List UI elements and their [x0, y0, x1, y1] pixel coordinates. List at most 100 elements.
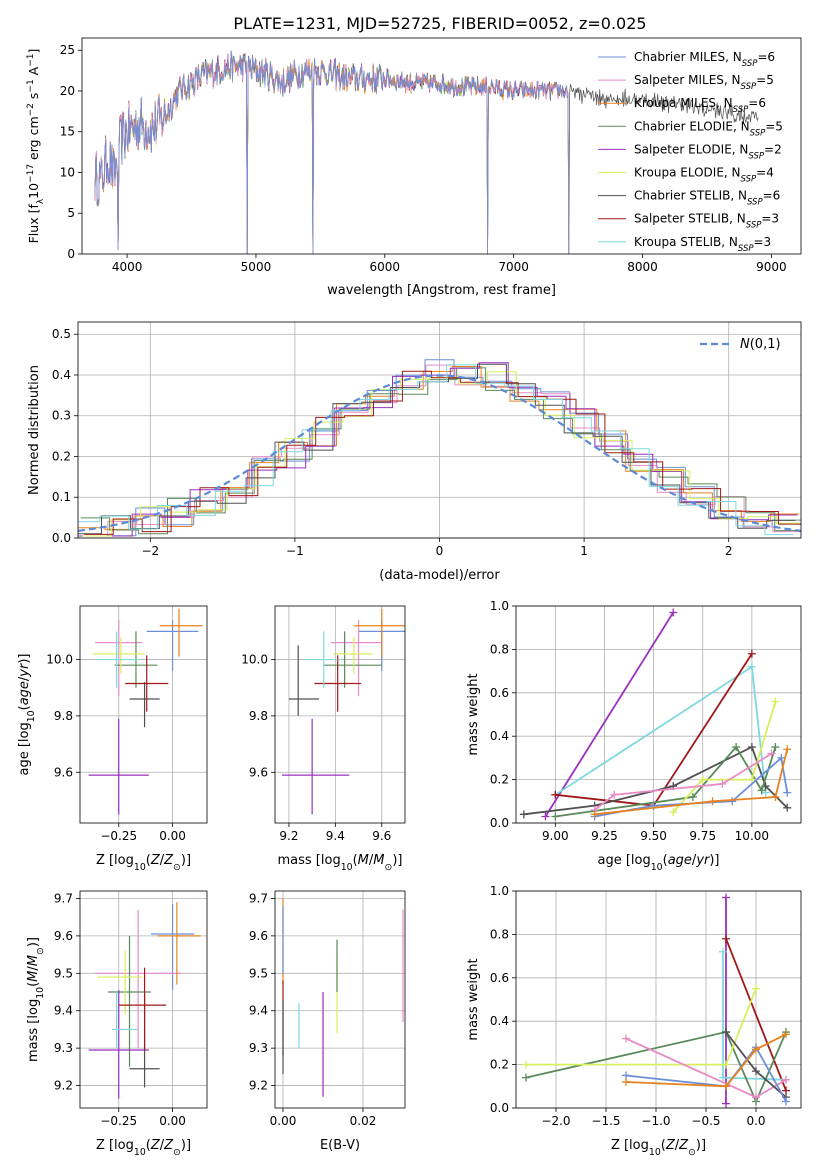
x-tick-label: 9.00 — [542, 829, 569, 843]
residuals-axes: −2 −1 0 1 2 0.0 0.1 0.2 0.3 0.4 0.5 (data-model)/er… — [27, 321, 802, 583]
y-tick-label: 9.6 — [54, 765, 73, 779]
series-marker-chabrier_elodie — [522, 1073, 530, 1082]
series-marker-chabrier_stelib — [747, 743, 756, 752]
age-vs-Z-xlabel: Z [log10(Z/Z⊙)] — [96, 853, 191, 873]
legend-label-main: Chabrier STELIB, N — [634, 189, 747, 203]
series-marker-kroupa_miles — [708, 797, 717, 806]
plot-area — [88, 902, 201, 1099]
mass-vs-Z-xlabel-part: Z — [163, 1138, 174, 1153]
legend-label-sub: SSP — [741, 82, 757, 92]
mass-weight-vs-Z-xlabel-part: ⊙ — [688, 1147, 696, 1158]
mass-weight-vs-Z-xlabel: Z [log10(Z/Z⊙)] — [611, 1138, 706, 1158]
residuals-xlabel: (data-model)/error — [379, 568, 500, 583]
series-marker-kroupa_stelib — [747, 662, 756, 671]
legend-label-sub: SSP — [750, 128, 766, 138]
legend-label-gaussian-n: N — [740, 337, 750, 352]
series-line-kroupa_stelib — [554, 665, 767, 796]
age-vs-mass-axes: 9.2 9.4 9.69.69.810.0 mass [log10(M/M⊙)] — [241, 605, 406, 873]
axes-frame — [274, 605, 406, 824]
x-tick-label: 0.00 — [159, 1114, 186, 1128]
y-tick-label: 0.6 — [490, 686, 509, 700]
age-vs-Z-ylabel-part: yr — [17, 662, 32, 678]
y-tick-label: 0.0 — [490, 1101, 509, 1115]
spectrum-ylabel-part: −1 — [26, 54, 36, 67]
legend-label: Chabrier ELODIE, NSSP=5 — [634, 119, 783, 138]
series-marker-salpeter_miles — [622, 1034, 630, 1043]
y-tick-label: 0.2 — [490, 773, 509, 787]
mass-vs-Z-ylabel-part: M — [26, 955, 41, 966]
age-vs-mass-xlabel: mass [log10(M/M⊙)] — [278, 853, 403, 873]
mass-weight-vs-Z-xlabel-part: Z — [678, 1138, 689, 1153]
legend-label: Kroupa MILES, NSSP=6 — [634, 96, 766, 115]
series-marker-salpeter_miles — [767, 749, 776, 758]
legend-label-tail: =5 — [756, 73, 774, 87]
series-marker-kroupa_miles — [783, 745, 792, 754]
histogram-kroupa_stelib — [78, 364, 794, 536]
x-tick-label: −0.25 — [100, 1114, 137, 1128]
x-tick-label: 0.00 — [270, 1114, 297, 1128]
legend-label-tail: =3 — [761, 212, 779, 226]
age-vs-Z-xlabel-part: Z [log — [96, 853, 134, 868]
x-tick-label: −2 — [141, 544, 159, 558]
x-tick-label: 0.00 — [159, 829, 186, 843]
series-marker-kroupa_miles — [590, 810, 599, 819]
plot-area — [78, 359, 801, 537]
ticks: 9.2 9.4 9.6 9.6 9.8 10.0 — [241, 653, 391, 843]
mass-weight-vs-age-xlabel-part: 10 — [651, 862, 663, 873]
mass-vs-Z-xlabel-part: ⊙ — [173, 1147, 181, 1158]
plot-area — [522, 893, 790, 1108]
mass-vs-Z-ylabel-part: M — [26, 971, 41, 982]
y-tick-label: 9.4 — [249, 1004, 268, 1018]
spectrum-axes: 4000 5000 6000 7000 8000 9000 0 5 10 15 20 25 wavele… — [26, 37, 802, 298]
mass-vs-Z-ylabel-part: ⊙ — [35, 947, 46, 955]
gaussian-curve — [78, 374, 801, 532]
y-tick-label: 0.6 — [490, 971, 509, 985]
series-marker-salpeter_stelib — [722, 934, 730, 943]
mass-weight-vs-age-axes: 9.00 9.25 9.50 9.75 10.00 0.0 0.2 0.4 0.6 0.8 1.0 a… — [466, 599, 802, 873]
mass-vs-Z-ylabel-part: / — [26, 966, 41, 971]
x-tick-label: 7000 — [498, 260, 529, 274]
y-tick-label: 9.4 — [54, 1004, 73, 1018]
y-tick-label: 0.0 — [490, 816, 509, 830]
spectrum-ylabel-part: ] — [26, 49, 41, 54]
series-marker-salpeter_elodie — [722, 893, 730, 902]
histogram-chabrier_stelib — [78, 363, 796, 535]
grid — [80, 891, 207, 1108]
series-marker-chabrier_miles — [783, 788, 792, 797]
legend-label: Salpeter MILES, NSSP=5 — [634, 73, 774, 92]
legend-label-main: Salpeter MILES, N — [634, 73, 741, 87]
y-tick-label: 0.1 — [52, 490, 71, 504]
series-marker-kroupa_elodie — [771, 697, 780, 706]
legend-label-tail: =4 — [756, 166, 774, 180]
series-marker-chabrier_stelib — [722, 1028, 730, 1037]
spectrum-ylabel-part: erg cm — [26, 116, 41, 164]
age-vs-mass-xlabel-part: )] — [392, 853, 402, 868]
x-tick-label: 8000 — [627, 260, 658, 274]
legend-label-sub: SSP — [738, 244, 754, 254]
x-tick-label: −2.0 — [541, 1114, 570, 1128]
axes-frame — [81, 37, 802, 255]
mass-weight-vs-Z-xlabel-part: / — [675, 1138, 680, 1153]
mass-weight-vs-Z-ylabel: mass weight — [466, 958, 481, 1040]
series-marker-salpeter_elodie — [722, 1099, 730, 1108]
plot-area — [519, 608, 792, 821]
spectrum-ylabel-part: Flux [f — [26, 204, 41, 244]
age-vs-Z-xlabel-part: 10 — [134, 862, 146, 873]
y-tick-label: 25 — [60, 43, 75, 57]
age-vs-Z-ylabel-part: )] — [17, 653, 32, 663]
y-tick-label: 0.5 — [52, 327, 71, 341]
legend-label-main: Chabrier ELODIE, N — [634, 119, 750, 133]
age-vs-Z-xlabel-part: Z — [163, 853, 174, 868]
series-marker-chabrier_elodie — [551, 812, 560, 821]
histogram-salpeter_stelib — [84, 370, 801, 535]
y-tick-label: 20 — [60, 84, 75, 98]
series-marker-kroupa_elodie — [747, 775, 756, 784]
x-tick-label: −1.5 — [591, 1114, 620, 1128]
series-line-kroupa_stelib — [722, 951, 787, 1081]
series-line-salpeter_elodie — [544, 612, 674, 817]
series-marker-kroupa_stelib — [719, 947, 727, 956]
mass-weight-vs-age-xlabel-part: )] — [709, 853, 719, 868]
age-vs-mass-xlabel-part: mass [log — [278, 853, 341, 868]
x-tick-label: 0.0 — [746, 1114, 765, 1128]
plot-area — [281, 608, 405, 815]
